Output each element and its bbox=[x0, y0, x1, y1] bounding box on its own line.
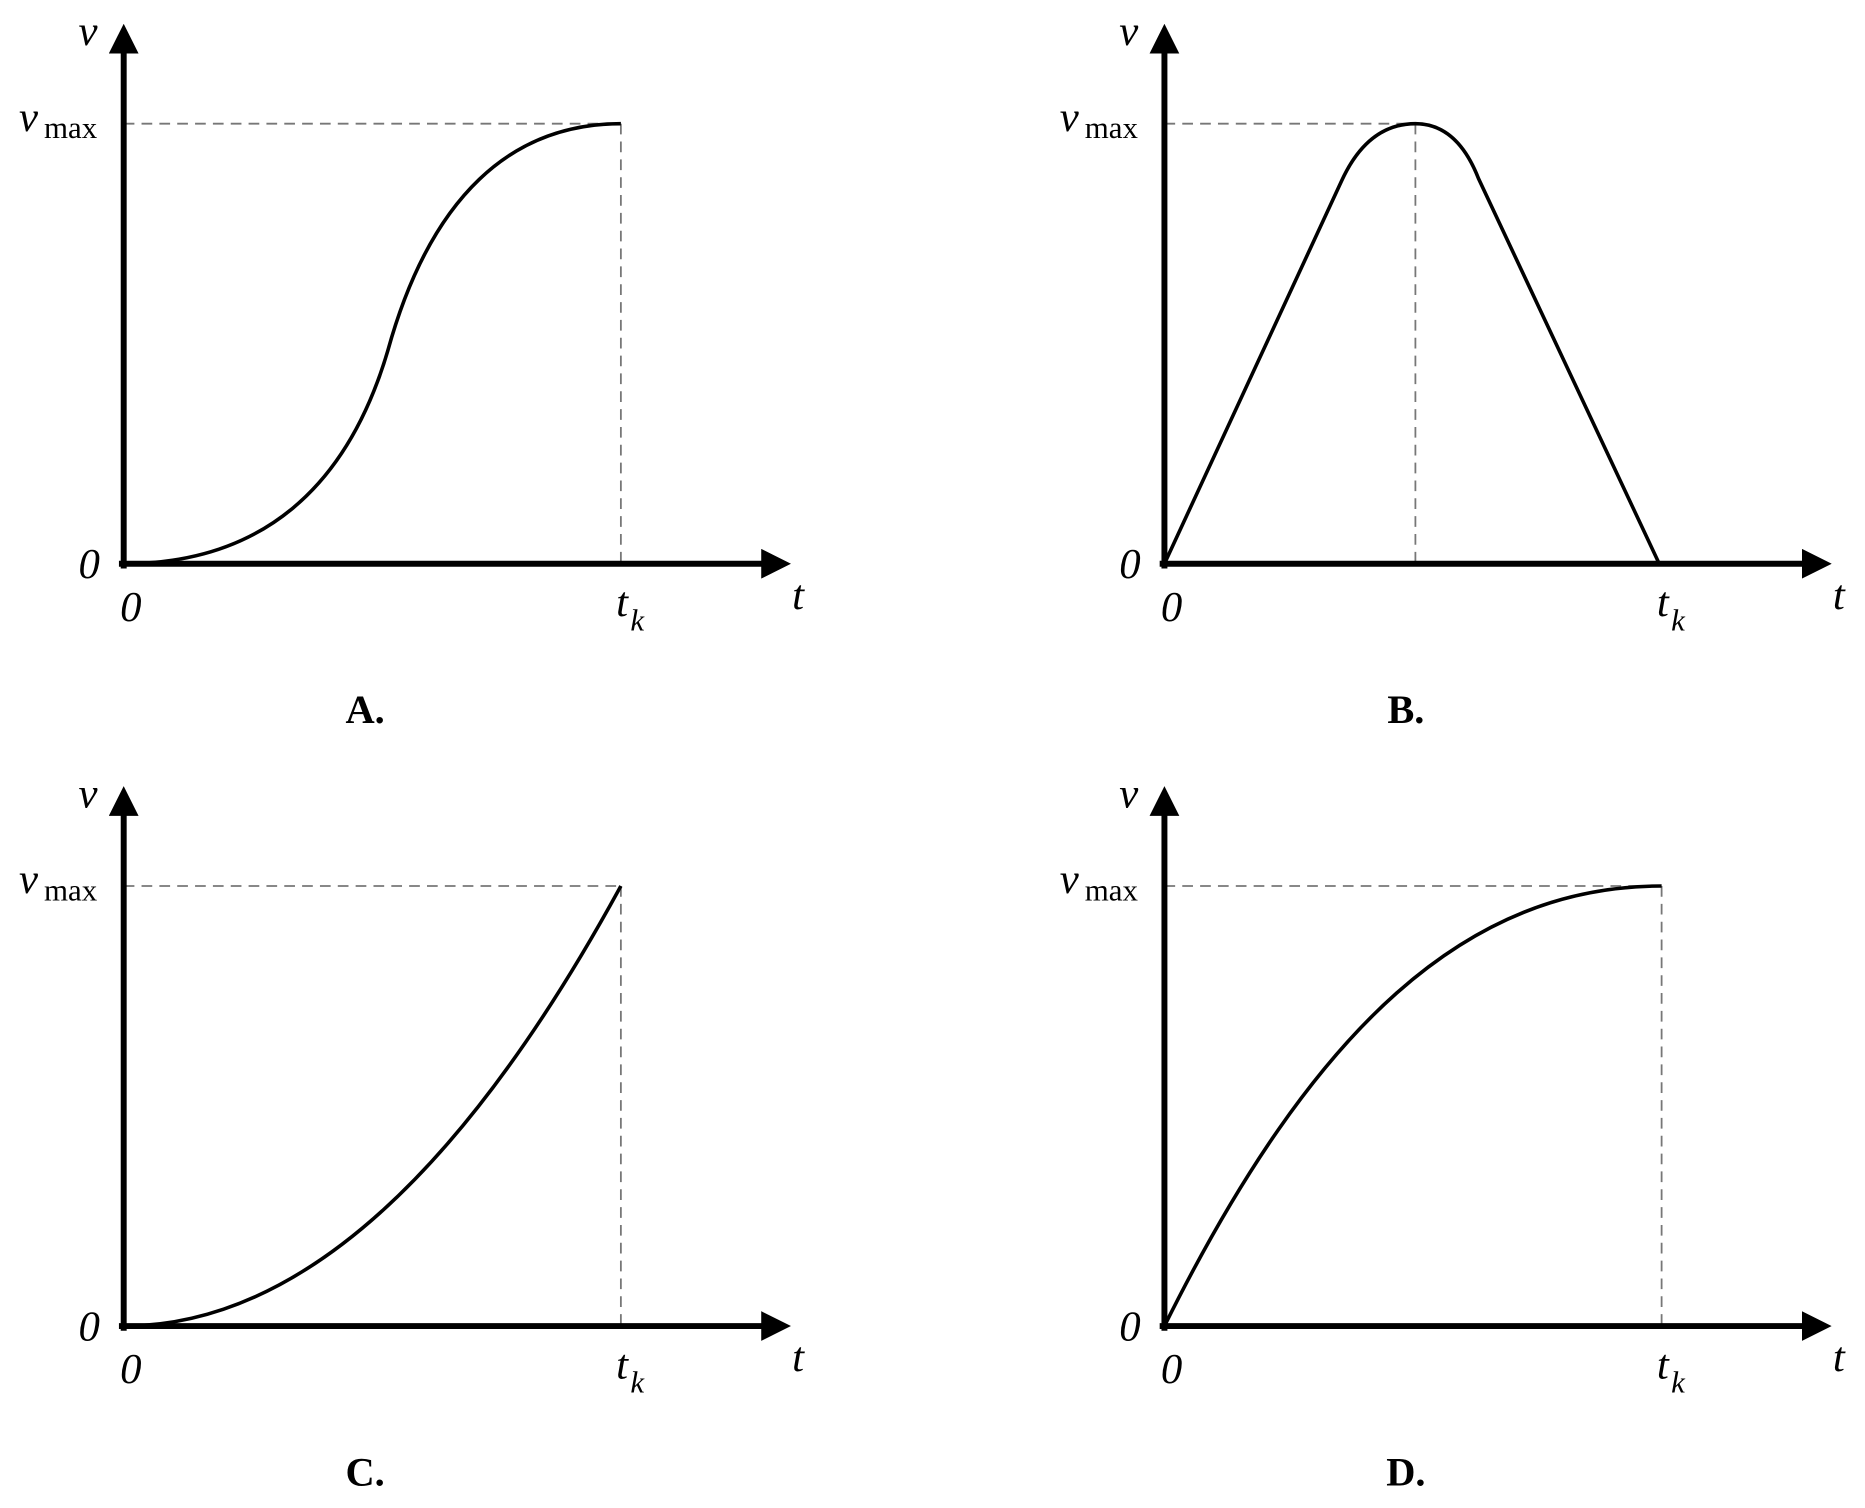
x-zero-label: 0 bbox=[120, 584, 141, 631]
y-max-label: v bbox=[19, 856, 38, 903]
y-axis-label: v bbox=[79, 771, 98, 818]
x-mark-label: t bbox=[616, 1341, 629, 1388]
velocity-curve bbox=[1162, 121, 1661, 565]
y-zero-label: 0 bbox=[79, 541, 100, 588]
option-label: C. bbox=[346, 1449, 385, 1494]
x-axis-label: t bbox=[792, 572, 805, 619]
x-mark-subscript: k bbox=[630, 602, 645, 637]
y-zero-label: 0 bbox=[1119, 1303, 1140, 1350]
y-zero-label: 0 bbox=[1119, 541, 1140, 588]
velocity-curve bbox=[123, 121, 621, 566]
y-max-subscript: max bbox=[44, 110, 98, 145]
velocity-curve bbox=[123, 885, 623, 1328]
y-max-subscript: max bbox=[1085, 872, 1139, 907]
x-zero-label: 0 bbox=[1161, 1346, 1182, 1393]
x-mark-subscript: k bbox=[630, 1365, 645, 1400]
x-axis-label: t bbox=[792, 1334, 805, 1381]
x-zero-label: 0 bbox=[1161, 584, 1182, 631]
y-axis-label: v bbox=[1119, 8, 1138, 55]
x-zero-label: 0 bbox=[120, 1346, 141, 1393]
x-mark-label: t bbox=[616, 579, 629, 626]
option-label: D. bbox=[1386, 1449, 1425, 1494]
y-zero-label: 0 bbox=[79, 1303, 100, 1350]
x-mark-label: t bbox=[1657, 1341, 1670, 1388]
y-max-subscript: max bbox=[44, 872, 98, 907]
x-axis-label: t bbox=[1833, 1334, 1846, 1381]
y-axis-label: v bbox=[1119, 771, 1138, 818]
option-label: B. bbox=[1387, 687, 1424, 732]
y-max-label: v bbox=[1060, 856, 1079, 903]
option-label: A. bbox=[346, 687, 385, 732]
y-max-label: v bbox=[19, 94, 38, 141]
x-mark-subscript: k bbox=[1671, 1365, 1686, 1400]
x-axis-label: t bbox=[1833, 572, 1846, 619]
y-max-label: v bbox=[1060, 94, 1079, 141]
velocity-curve bbox=[1162, 884, 1662, 1327]
y-max-subscript: max bbox=[1085, 110, 1139, 145]
x-mark-subscript: k bbox=[1671, 602, 1686, 637]
y-axis-label: v bbox=[79, 8, 98, 55]
x-mark-label: t bbox=[1657, 579, 1670, 626]
